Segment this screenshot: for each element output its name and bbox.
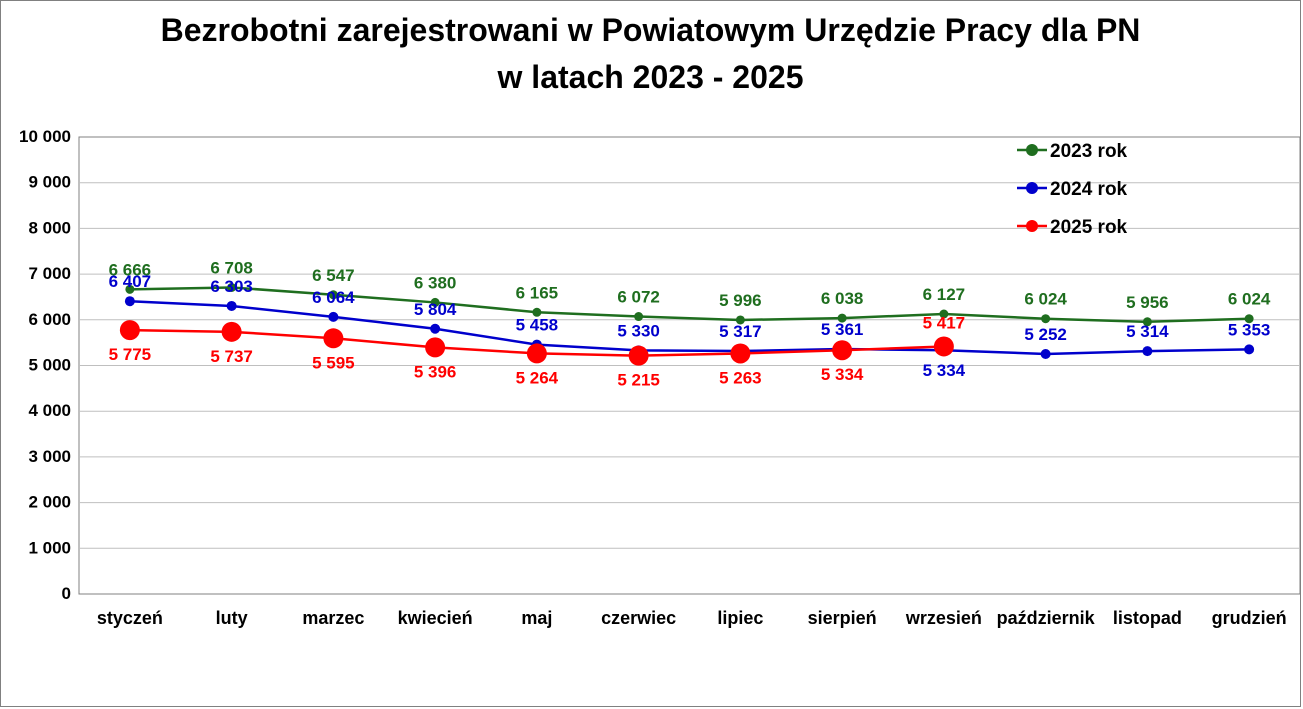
svg-text:1 000: 1 000 — [28, 538, 71, 557]
svg-text:8 000: 8 000 — [28, 218, 71, 237]
svg-text:lipiec: lipiec — [717, 608, 763, 628]
svg-text:październik: październik — [997, 608, 1096, 628]
svg-text:6 547: 6 547 — [312, 266, 355, 285]
svg-text:6 038: 6 038 — [821, 289, 864, 308]
svg-text:5 252: 5 252 — [1024, 325, 1067, 344]
svg-text:5 417: 5 417 — [923, 313, 966, 332]
svg-text:listopad: listopad — [1113, 608, 1182, 628]
svg-text:czerwiec: czerwiec — [601, 608, 676, 628]
svg-text:2 000: 2 000 — [28, 493, 71, 512]
svg-text:7 000: 7 000 — [28, 264, 71, 283]
svg-text:5 334: 5 334 — [923, 361, 966, 380]
svg-text:5 353: 5 353 — [1228, 320, 1271, 339]
svg-text:5 595: 5 595 — [312, 353, 355, 372]
svg-text:5 334: 5 334 — [821, 365, 864, 384]
svg-text:5 396: 5 396 — [414, 362, 457, 381]
svg-text:6 380: 6 380 — [414, 273, 457, 292]
svg-text:6 407: 6 407 — [109, 272, 152, 291]
svg-text:marzec: marzec — [302, 608, 364, 628]
svg-text:5 804: 5 804 — [414, 300, 457, 319]
svg-text:sierpień: sierpień — [808, 608, 877, 628]
svg-text:4 000: 4 000 — [28, 401, 71, 420]
svg-text:kwiecień: kwiecień — [398, 608, 473, 628]
svg-text:5 996: 5 996 — [719, 291, 762, 310]
svg-text:6 024: 6 024 — [1228, 290, 1271, 309]
svg-text:6 303: 6 303 — [210, 277, 253, 296]
svg-text:10 000: 10 000 — [19, 127, 71, 146]
svg-text:6 165: 6 165 — [516, 283, 559, 302]
svg-text:2024 rok: 2024 rok — [1050, 179, 1128, 200]
svg-text:2025 rok: 2025 rok — [1050, 217, 1128, 238]
svg-text:2023 rok: 2023 rok — [1050, 141, 1128, 162]
svg-text:5 775: 5 775 — [109, 345, 152, 364]
svg-text:5 956: 5 956 — [1126, 293, 1169, 312]
svg-text:3 000: 3 000 — [28, 447, 71, 466]
svg-text:6 072: 6 072 — [617, 288, 660, 307]
svg-text:5 361: 5 361 — [821, 320, 864, 339]
svg-text:6 000: 6 000 — [28, 310, 71, 329]
svg-text:styczeń: styczeń — [97, 608, 163, 628]
svg-text:9 000: 9 000 — [28, 173, 71, 192]
svg-text:6 708: 6 708 — [210, 258, 253, 277]
svg-text:5 314: 5 314 — [1126, 322, 1169, 341]
svg-text:wrzesień: wrzesień — [905, 608, 982, 628]
svg-text:6 127: 6 127 — [923, 285, 966, 304]
svg-text:maj: maj — [521, 608, 552, 628]
svg-text:5 458: 5 458 — [516, 316, 559, 335]
svg-text:5 317: 5 317 — [719, 322, 762, 341]
svg-text:grudzień: grudzień — [1212, 608, 1287, 628]
svg-text:5 215: 5 215 — [617, 371, 660, 390]
svg-text:6 024: 6 024 — [1024, 290, 1067, 309]
svg-text:5 264: 5 264 — [516, 368, 559, 387]
svg-text:luty: luty — [216, 608, 248, 628]
svg-text:5 000: 5 000 — [28, 356, 71, 375]
svg-text:5 263: 5 263 — [719, 368, 762, 387]
svg-text:5 330: 5 330 — [617, 321, 660, 340]
svg-text:6 064: 6 064 — [312, 288, 355, 307]
svg-text:0: 0 — [62, 584, 71, 603]
svg-text:5 737: 5 737 — [210, 347, 253, 366]
